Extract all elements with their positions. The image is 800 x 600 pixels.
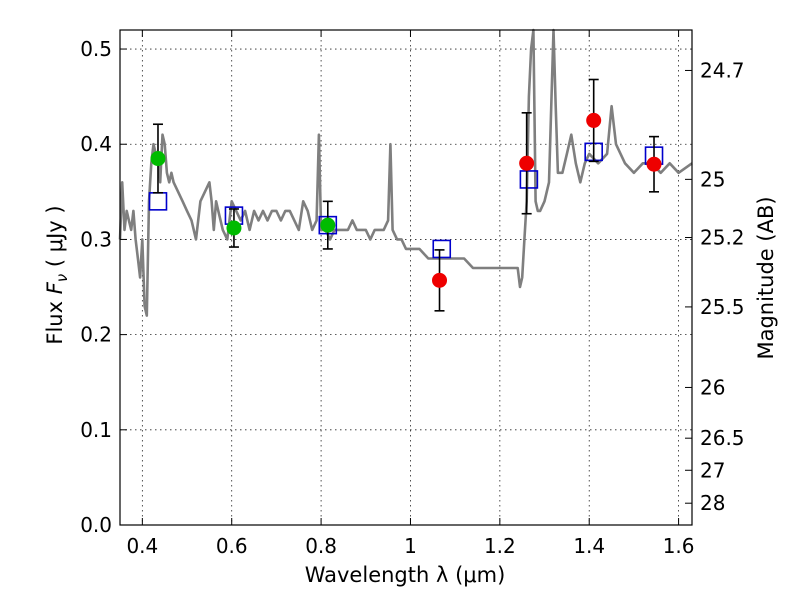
y2-tick-label: 26.5 xyxy=(700,426,745,450)
y2-axis-title: Magnitude (AB) xyxy=(754,196,778,359)
y-tick-label: 0.4 xyxy=(80,132,112,156)
x-axis-title: Wavelength λ (μm) xyxy=(305,563,506,587)
x-tick-label: 1.6 xyxy=(663,534,695,558)
data-point xyxy=(432,272,448,288)
y-tick-label: 0.3 xyxy=(80,227,112,251)
x-tick-label: 0.8 xyxy=(305,534,337,558)
model-point-square xyxy=(432,239,452,259)
data-point xyxy=(646,156,662,172)
spectrum-line xyxy=(118,28,693,317)
x-tick-label: 1.2 xyxy=(484,534,516,558)
data-point xyxy=(320,217,336,233)
y-tick-label: 0.0 xyxy=(80,513,112,537)
model-point-square xyxy=(148,192,168,211)
y-tick-label: 0.2 xyxy=(80,323,112,347)
data-point xyxy=(586,112,602,128)
y2-tick-label: 25 xyxy=(700,167,725,191)
grid xyxy=(120,30,692,526)
y2-tick-label: 25.5 xyxy=(700,295,745,319)
y2-tick-label: 25.2 xyxy=(700,226,745,250)
axes: 0.4 0.6 0.8 1 1.2 1.4 1.6 0.0 0.1 0.2 0.3 0.4 0.5 24.… xyxy=(80,29,745,558)
model-point-square xyxy=(519,170,539,189)
y2-tick-label: 27 xyxy=(700,458,725,482)
y2-tick-label: 28 xyxy=(700,491,725,515)
y-axis-title: Flux Fν ( μJy ) xyxy=(43,205,71,344)
y-tick-label: 0.1 xyxy=(80,418,112,442)
x-tick-label: 1.4 xyxy=(573,534,605,558)
data-point xyxy=(226,220,242,236)
x-tick-label: 0.4 xyxy=(126,534,158,558)
series-layer xyxy=(118,28,693,317)
y-tick-label: 0.5 xyxy=(80,37,112,61)
x-tick-label: 1 xyxy=(404,534,417,558)
plot-frame xyxy=(119,29,693,526)
data-point xyxy=(150,151,166,167)
data-point xyxy=(519,155,535,171)
x-tick-label: 0.6 xyxy=(216,534,248,558)
y2-tick-label: 26 xyxy=(700,375,725,399)
y2-tick-label: 24.7 xyxy=(700,58,745,82)
